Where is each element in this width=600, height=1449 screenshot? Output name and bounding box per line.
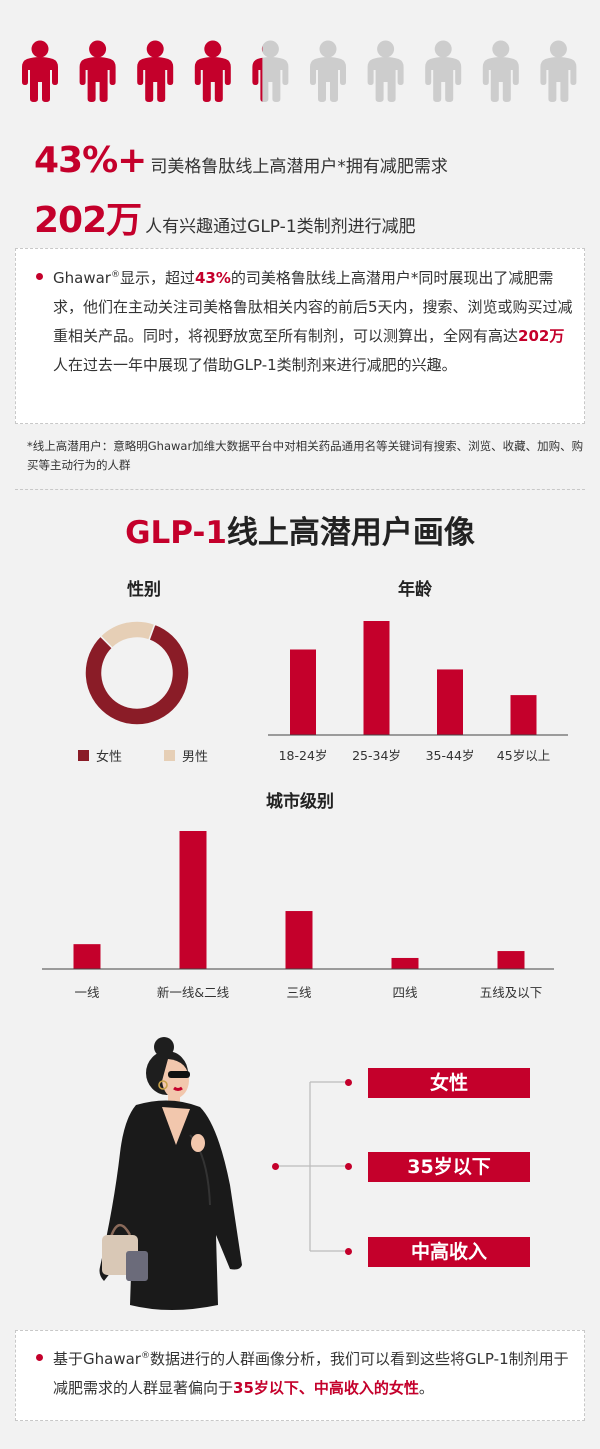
persona-tag-income: 中高收入 [368, 1237, 530, 1267]
connector-origin-dot [272, 1163, 279, 1170]
tick-label: 一线 [74, 985, 100, 1000]
conclusion-box: 基于Ghawar®数据进行的人群画像分析，我们可以看到这些将GLP-1制剂用于减… [15, 1330, 585, 1421]
person-icon [310, 40, 346, 102]
bar [285, 911, 313, 969]
stat-percent: 43%+ [34, 140, 147, 181]
bar [290, 649, 316, 735]
stat-line-1: 43%+ 司美格鲁肽线上高潜用户*拥有减肥需求 [34, 140, 448, 181]
person-icon [425, 40, 462, 102]
legend-label-female: 女性 [96, 750, 123, 765]
person-icon [79, 40, 116, 102]
bar [497, 951, 525, 969]
bar [363, 621, 390, 735]
persona-connector-lines [274, 1081, 348, 1252]
legend-male: 男性 [164, 746, 208, 765]
bar [179, 831, 207, 969]
stat-count: 202万 [34, 200, 142, 241]
persona-tag-age: 35岁以下 [368, 1152, 530, 1182]
tick-label: 18-24岁 [278, 748, 328, 763]
people-icons-row [22, 40, 577, 102]
section-divider [15, 489, 585, 490]
bar [510, 695, 537, 735]
stat-percent-desc: 司美格鲁肽线上高潜用户*拥有减肥需求 [150, 157, 448, 177]
legend-label-male: 男性 [182, 750, 209, 765]
section-title: GLP-1线上高潜用户画像 [125, 515, 475, 551]
stat-count-desc: 人有兴趣通过GLP-1类制剂进行减肥 [145, 217, 416, 237]
connector-dot-3 [345, 1248, 352, 1255]
bullet-icon [36, 273, 43, 280]
woman-illustration [99, 1037, 242, 1310]
connector-dot-2 [345, 1163, 352, 1170]
tick-label: 新一线&二线 [156, 985, 230, 1000]
gender-donut-chart [84, 620, 190, 726]
person-icon [482, 40, 519, 102]
person-icon [194, 40, 231, 102]
persona-tag-gender: 女性 [368, 1068, 530, 1098]
person-icon [540, 40, 577, 102]
tick-label: 四线 [392, 985, 418, 1000]
stat-line-2: 202万 人有兴趣通过GLP-1类制剂进行减肥 [34, 191, 416, 243]
legend-swatch-female [78, 750, 89, 761]
tick-label: 三线 [286, 985, 312, 1000]
tick-label: 35-44岁 [425, 748, 475, 763]
person-icon [22, 40, 58, 102]
city-bar-chart [42, 831, 554, 970]
tick-label: 25-34岁 [352, 748, 401, 763]
bullet-icon [36, 1354, 43, 1361]
donut-slice-female [84, 623, 190, 726]
tick-label: 五线及以下 [479, 985, 543, 1000]
summary-box: Ghawar®显示，超过43%的司美格鲁肽线上高潜用户*同时展现出了减肥需求，他… [15, 248, 585, 424]
footnote: *线上高潜用户：意略明Ghawar加维大数据平台中对相关药品通用名等关键词有搜索… [27, 439, 584, 472]
person-icon [367, 40, 404, 102]
summary-text: Ghawar®显示，超过43%的司美格鲁肽线上高潜用户*同时展现出了减肥需求，他… [53, 269, 573, 374]
tick-label: 45岁以上 [496, 748, 551, 763]
bar [73, 944, 101, 969]
city-chart-title: 城市级别 [266, 792, 334, 812]
person-icon [137, 40, 174, 102]
age-chart-title: 年龄 [398, 580, 432, 600]
age-bar-chart [268, 621, 568, 736]
legend-female: 女性 [78, 746, 122, 765]
conclusion-text: 基于Ghawar®数据进行的人群画像分析，我们可以看到这些将GLP-1制剂用于减… [53, 1350, 569, 1397]
legend-swatch-male [164, 750, 175, 761]
gender-chart-title: 性别 [127, 580, 161, 600]
connector-dot-1 [345, 1079, 352, 1086]
bar [437, 669, 463, 735]
bar [391, 957, 419, 969]
